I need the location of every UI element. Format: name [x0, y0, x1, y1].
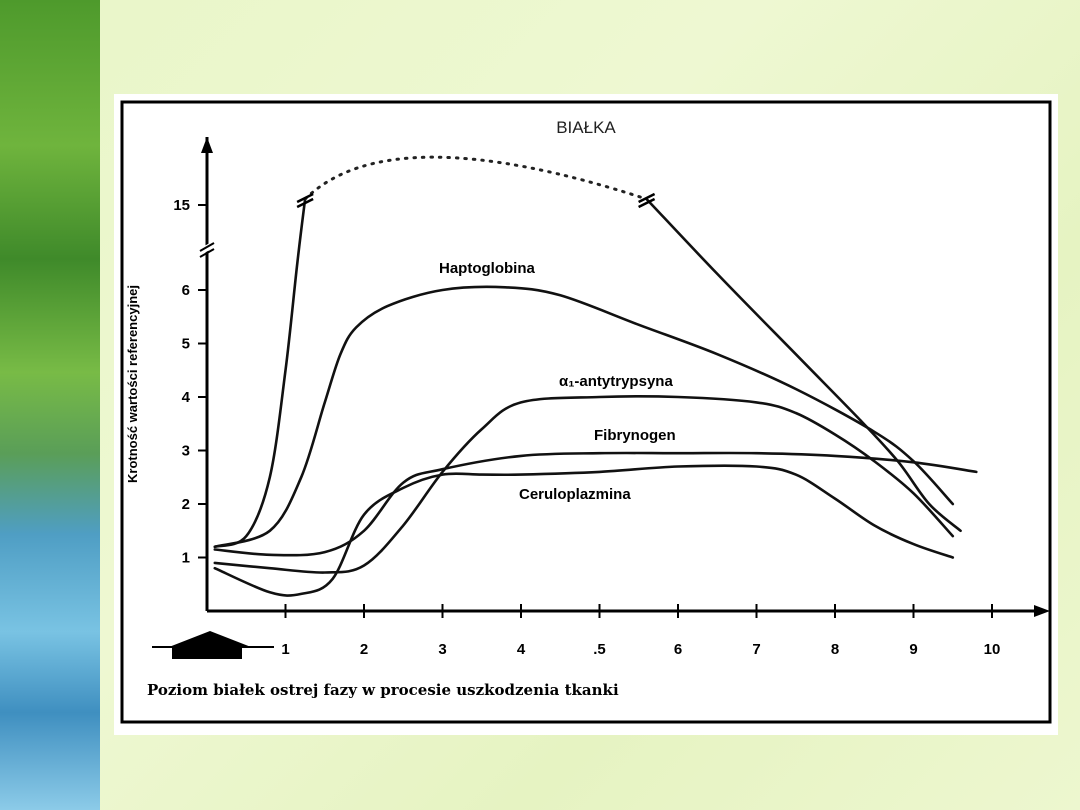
curve-break-mark — [638, 192, 656, 204]
antytrypsyna-series — [213, 395, 955, 574]
x-tick-label: 4 — [517, 641, 526, 658]
y-axis-label: Krotność wartości referencyjnej — [125, 285, 140, 483]
chart-frame — [120, 100, 1052, 724]
y-tick-label: 2 — [182, 496, 190, 513]
x-tick-label: 1 — [281, 641, 289, 658]
injury-marker-arrow — [152, 631, 274, 659]
series-label: α₁-antytrypsyna — [559, 373, 673, 390]
ceruloplazmina-series — [213, 464, 955, 597]
x-tick-label: .5 — [593, 641, 606, 658]
chart-title: BIAŁKA — [556, 118, 616, 137]
crp-series-dotted-peak — [303, 155, 649, 201]
x-ticks: 1 2 3 4 .5 6 7 8 9 10 — [281, 604, 1000, 658]
y-tick-label: 6 — [182, 282, 190, 299]
series-label: Fibrynogen — [594, 427, 676, 444]
y-tick-label: 4 — [182, 389, 191, 406]
crp-series-fall — [645, 197, 962, 533]
decorative-side-strip — [0, 0, 100, 810]
series-lines — [213, 155, 978, 597]
x-tick-label: 3 — [438, 641, 446, 658]
curve-break-mark — [296, 192, 314, 204]
haptoglobina-series — [213, 285, 955, 549]
x-tick-label: 7 — [752, 641, 760, 658]
y-tick-label: 5 — [182, 336, 190, 353]
x-tick-label: 8 — [831, 641, 839, 658]
y-axis-arrow — [201, 137, 213, 153]
chart-panel: BIAŁKA Poziom białek ostrej fazy w proce… — [114, 94, 1058, 735]
curve-break-mark — [296, 197, 314, 209]
series-label: Haptoglobina — [439, 260, 535, 277]
x-tick-label: 9 — [909, 641, 917, 658]
chart: BIAŁKA Poziom białek ostrej fazy w proce… — [120, 100, 1052, 724]
y-tick-label: 15 — [173, 197, 190, 214]
series-labels: Haptoglobina α₁-antytrypsyna Fibrynogen Cer… — [439, 260, 676, 503]
fibrynogen-series — [213, 451, 978, 557]
crp-series-rise — [213, 197, 307, 549]
x-axis-arrow — [1034, 605, 1050, 617]
y-ticks: 1 2 3 4 5 6 15 — [173, 197, 207, 567]
x-tick-label: 6 — [674, 641, 682, 658]
series-label: Ceruloplazmina — [519, 486, 631, 503]
y-axis-break — [198, 241, 216, 258]
chart-caption: Poziom białek ostrej fazy w procesie usz… — [147, 681, 619, 699]
x-tick-label: 10 — [984, 641, 1001, 658]
curve-break-mark — [638, 197, 656, 209]
x-tick-label: 2 — [360, 641, 368, 658]
y-tick-label: 1 — [182, 550, 190, 567]
y-tick-label: 3 — [182, 443, 190, 460]
